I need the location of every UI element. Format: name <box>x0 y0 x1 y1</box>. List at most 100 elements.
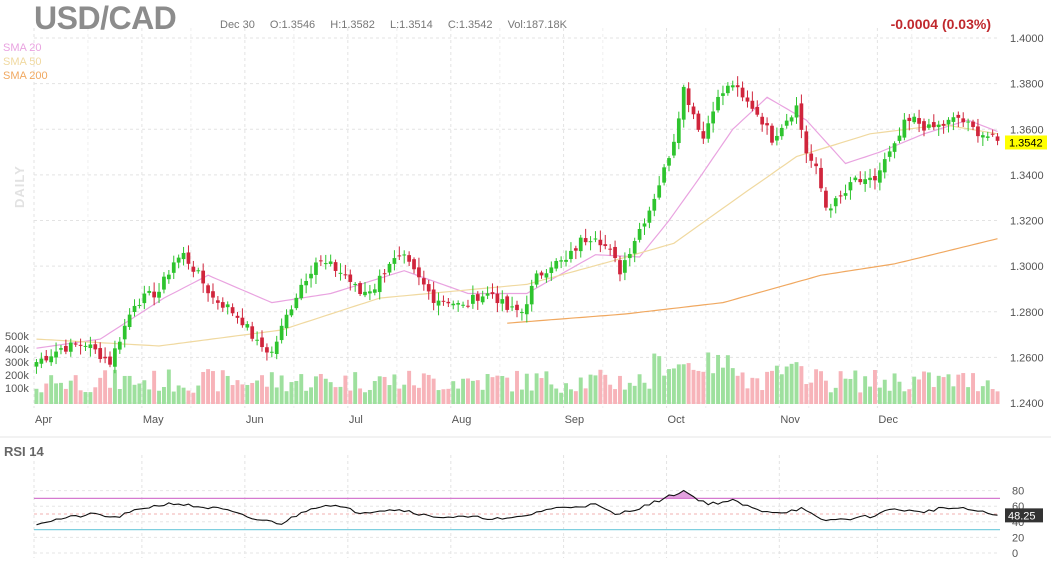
candle-body <box>980 135 985 138</box>
candle-body <box>936 124 941 128</box>
candle-body <box>426 284 431 292</box>
legend-sma-20[interactable]: SMA 20 <box>3 42 42 54</box>
symbol-title: USD/CAD <box>34 0 177 36</box>
volume-bar <box>833 387 838 404</box>
candle-body <box>520 312 524 314</box>
candle-body <box>117 341 122 350</box>
volume-bar <box>328 382 333 404</box>
candle-body <box>240 317 245 326</box>
volume-bar <box>358 388 363 404</box>
volume-bar <box>446 388 451 404</box>
volume-bar <box>774 365 779 404</box>
volume-bar <box>402 384 407 404</box>
volume-bar <box>745 388 750 404</box>
candle-body <box>725 85 730 94</box>
volume-bar <box>814 369 819 404</box>
price-tick-label: 1.3200 <box>1010 216 1044 228</box>
volume-bar <box>132 384 137 404</box>
candle-body <box>475 294 480 301</box>
candle-body <box>446 301 451 304</box>
candle-body <box>627 253 632 259</box>
candle-body <box>618 260 622 275</box>
candle-body <box>505 296 510 310</box>
candle-body <box>73 343 78 345</box>
volume-bar <box>274 387 279 404</box>
volume-bar <box>147 389 152 404</box>
sma20-line <box>36 96 998 349</box>
candle-body <box>770 125 774 143</box>
volume-bar <box>872 370 877 404</box>
volume-bar <box>691 369 696 404</box>
volume-bar <box>313 376 318 404</box>
candle-body <box>897 135 902 141</box>
volume-bar <box>966 387 971 404</box>
candle-body <box>59 348 63 350</box>
candle-body <box>201 270 206 284</box>
volume-bar <box>108 387 112 404</box>
volume-bar <box>515 370 519 404</box>
candle-body <box>534 273 539 285</box>
volume-bar <box>367 389 372 404</box>
volume-bar <box>858 392 863 404</box>
candle-body <box>608 248 613 250</box>
volume-bar <box>990 389 995 404</box>
volume-bar <box>725 355 730 404</box>
candle-body <box>54 351 58 358</box>
volume-bar <box>485 374 490 404</box>
candle-body <box>985 136 990 138</box>
volume-bar <box>176 385 181 404</box>
candle-body <box>559 260 563 262</box>
volume-bar <box>696 370 701 404</box>
volume-bar <box>819 371 823 404</box>
volume-bar <box>348 390 353 404</box>
candle-body <box>573 248 578 251</box>
candle-body <box>706 123 711 139</box>
candle-body <box>873 175 877 181</box>
volume-bar <box>206 369 211 404</box>
candle-body <box>961 118 966 123</box>
candle-body <box>858 179 863 183</box>
volume-bar <box>73 375 78 404</box>
volume-bar <box>799 366 804 404</box>
volume-bar <box>740 372 745 404</box>
candle-body <box>206 285 210 294</box>
legend-sma-200[interactable]: SMA 200 <box>3 70 48 82</box>
volume-bar <box>387 385 392 404</box>
volume-bar <box>892 373 897 404</box>
candle-body <box>191 266 196 272</box>
volume-bar <box>980 386 985 404</box>
volume-bar <box>338 386 343 404</box>
volume-bar <box>573 391 578 404</box>
volume-bar <box>613 389 618 404</box>
rsi-tick-label: 0 <box>1012 548 1018 560</box>
volume-bar <box>917 379 922 404</box>
candle-body <box>951 117 956 122</box>
candle-body <box>529 285 534 305</box>
candle-body <box>147 290 152 293</box>
price-tick-label: 1.2400 <box>1010 398 1044 410</box>
volume-bar <box>294 380 299 404</box>
volume-bar <box>912 376 917 404</box>
month-tick-label: Nov <box>780 414 800 426</box>
candle-body <box>775 135 779 141</box>
volume-tick-label: 500k <box>5 331 29 343</box>
volume-bar <box>461 378 466 404</box>
bar-date: Dec 30 <box>220 19 255 31</box>
legend-sma-50[interactable]: SMA 50 <box>3 56 42 68</box>
volume-bar <box>985 380 990 404</box>
volume-tick-label: 400k <box>5 344 29 356</box>
candle-body <box>108 356 112 365</box>
candle-body <box>274 341 279 354</box>
volume-bar <box>848 378 853 404</box>
candle-body <box>235 315 240 318</box>
candle-body <box>441 300 446 302</box>
candle-body <box>466 305 470 307</box>
candle-body <box>93 344 98 350</box>
volume-bar <box>716 354 721 404</box>
month-tick-label: May <box>143 414 164 426</box>
candle-body <box>216 300 220 303</box>
candle-body <box>260 337 264 348</box>
price-tick-label: 1.4000 <box>1010 33 1044 45</box>
high-value: H:1.3582 <box>330 19 375 31</box>
candle-body <box>760 116 765 125</box>
